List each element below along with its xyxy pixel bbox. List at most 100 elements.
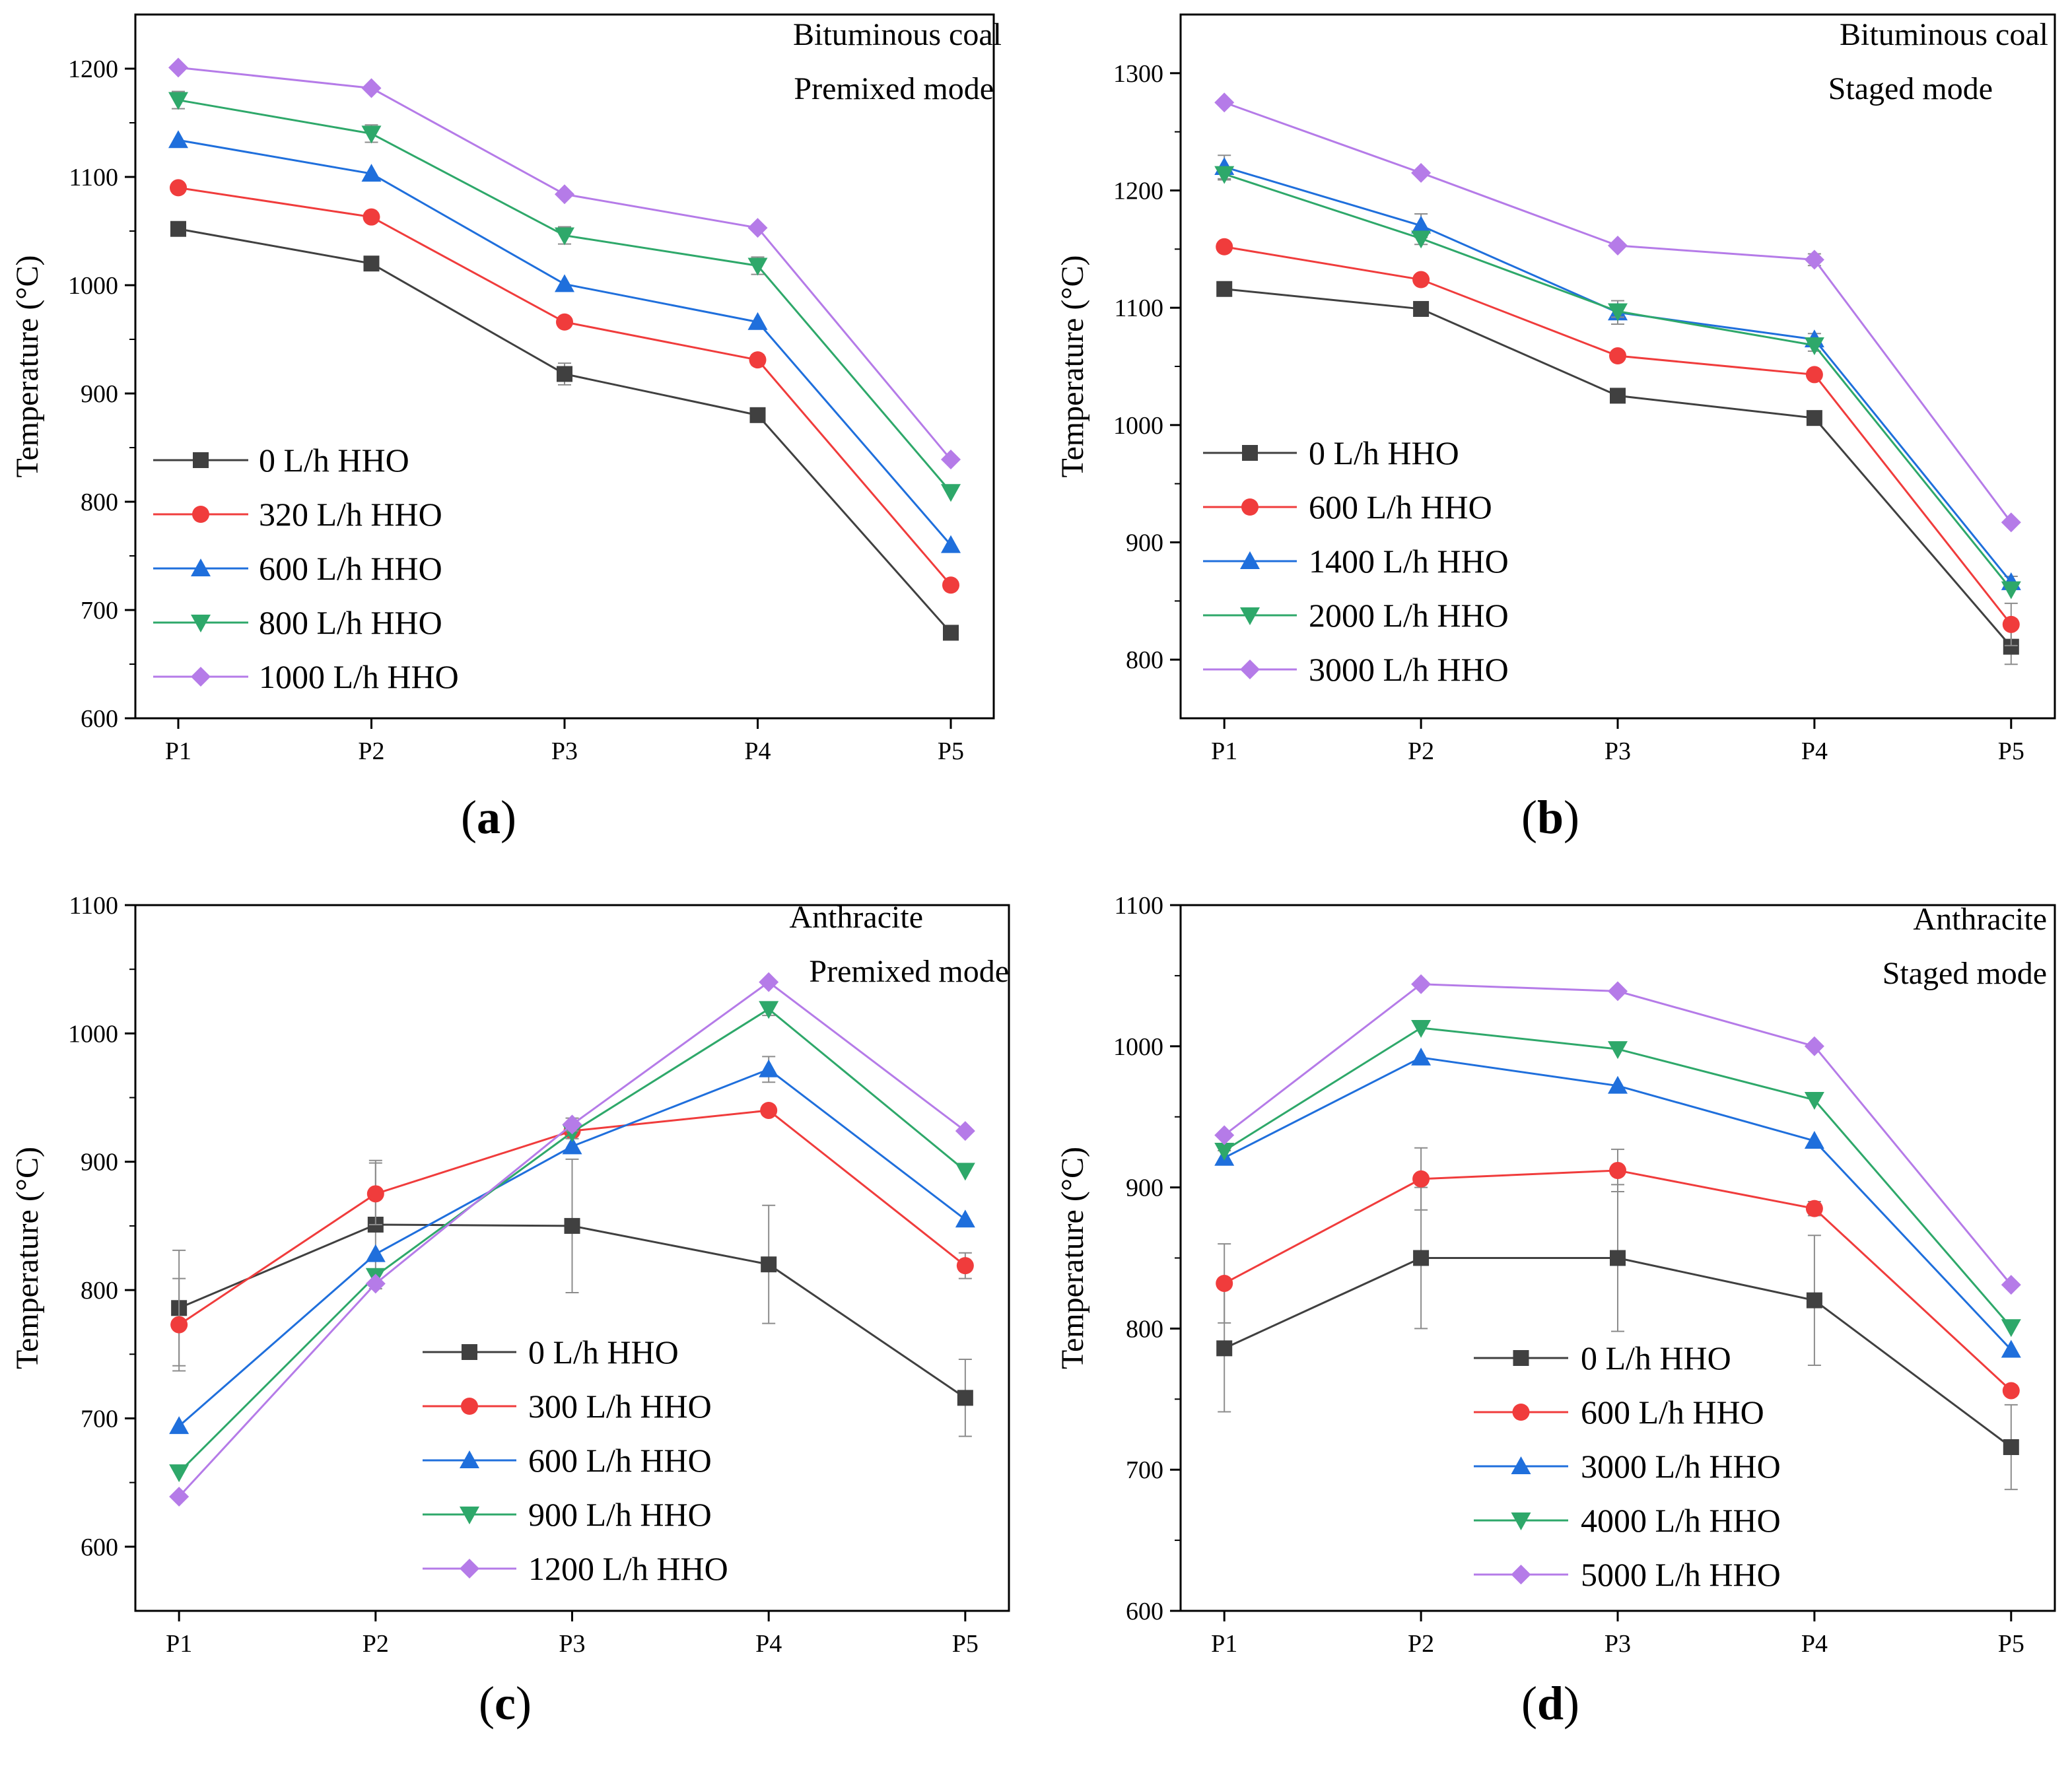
y-tick-label: 1000	[1113, 412, 1163, 440]
legend-label: 5000 L/h HHO	[1581, 1556, 1781, 1593]
data-point	[1411, 215, 1432, 234]
legend-label: 0 L/h HHO	[1309, 434, 1459, 471]
data-point	[361, 164, 382, 182]
series-3	[169, 1056, 975, 1435]
x-tick-label: P4	[1801, 1630, 1828, 1658]
marker-square	[462, 1344, 477, 1360]
legend-label: 3000 L/h HHO	[1581, 1448, 1781, 1485]
data-point	[556, 313, 573, 331]
legend-label: 0 L/h HHO	[259, 442, 409, 479]
data-point	[956, 1257, 974, 1275]
data-point	[1806, 410, 1822, 426]
panel-annotation: Staged mode	[1882, 956, 2047, 991]
series-3	[1214, 1047, 2021, 1358]
y-tick-label: 900	[1126, 1174, 1163, 1202]
data-point	[2001, 581, 2021, 599]
legend-label: 1200 L/h HHO	[528, 1550, 728, 1587]
data-point	[1806, 1292, 1822, 1308]
data-point	[747, 257, 768, 276]
marker-diamond	[1240, 660, 1260, 679]
series-1	[1216, 281, 2019, 665]
data-point	[2001, 1275, 2021, 1295]
data-point	[2002, 615, 2020, 633]
data-point	[941, 450, 961, 470]
data-point	[1609, 1161, 1626, 1179]
y-tick-label: 600	[81, 1534, 118, 1561]
legend-label: 3000 L/h HHO	[1309, 651, 1509, 688]
data-point	[557, 366, 572, 382]
y-tick-label: 1100	[1114, 294, 1163, 322]
chart-panel-b: 800 900 1000 1100 1200 1300 P1 P2 P3 P4 P5 Temperat…	[1055, 13, 2056, 844]
data-point	[562, 1136, 582, 1155]
y-tick-label: 1000	[1113, 1033, 1163, 1061]
legend-label: 600 L/h HHO	[259, 550, 442, 587]
legend-label: 900 L/h HHO	[528, 1496, 712, 1533]
data-point	[1805, 1200, 1823, 1217]
marker-triangle-down	[1511, 1512, 1531, 1530]
marker-square	[193, 452, 209, 468]
panel-annotation: Bituminous coal	[793, 17, 1002, 52]
legend-entry: 5000 L/h HHO	[1474, 1556, 1781, 1593]
data-point	[1411, 1047, 1432, 1066]
legend-entry: 3000 L/h HHO	[1203, 651, 1509, 688]
y-tick-label: 900	[1126, 529, 1163, 557]
data-point	[1216, 238, 1233, 255]
legend-label: 1400 L/h HHO	[1309, 543, 1509, 580]
series-5	[169, 972, 975, 1507]
chart-panel-a: 600 700 800 900 1000 1100 1200 P1 P2 P3 P4 P5 Temper…	[10, 13, 1002, 844]
y-tick-label: 1100	[69, 164, 118, 191]
data-point	[943, 625, 959, 641]
x-tick-label: P5	[1998, 1630, 2024, 1658]
legend-label: 1000 L/h HHO	[259, 658, 459, 695]
x-tick-label: P3	[559, 1630, 585, 1658]
marker-triangle-up	[460, 1450, 479, 1468]
data-point	[759, 972, 779, 992]
x-tick-label: P2	[358, 737, 384, 765]
data-point	[760, 1101, 778, 1119]
marker-triangle-up	[1511, 1456, 1531, 1474]
series-1	[1216, 1184, 2019, 1491]
marker-triangle-down	[191, 615, 211, 632]
data-point	[749, 351, 767, 369]
legend-entry: 600 L/h HHO	[1474, 1394, 1764, 1431]
panel-annotation: Anthracite	[789, 900, 923, 935]
data-point	[1412, 1170, 1430, 1188]
data-point	[169, 1416, 190, 1435]
legend-entry: 300 L/h HHO	[423, 1388, 712, 1425]
y-tick-label: 1000	[68, 1020, 118, 1048]
data-point	[1805, 366, 1823, 384]
x-tick-label: P3	[1605, 1630, 1631, 1658]
x-tick-label: P4	[744, 737, 771, 765]
data-point	[941, 535, 961, 553]
y-tick-label: 600	[1126, 1598, 1163, 1625]
data-point	[1411, 162, 1432, 183]
data-point	[955, 1163, 975, 1181]
data-point	[1214, 92, 1235, 113]
data-point	[361, 125, 382, 144]
x-tick-label: P3	[551, 737, 578, 765]
marker-circle	[1512, 1404, 1530, 1421]
data-point	[1610, 388, 1626, 404]
x-tick-label: P2	[1408, 1630, 1434, 1658]
data-point	[1608, 981, 1628, 1002]
data-point	[2001, 1340, 2021, 1358]
data-point	[564, 1217, 580, 1234]
data-point	[363, 208, 380, 226]
legend-entry: 600 L/h HHO	[153, 550, 442, 587]
data-point	[1411, 1020, 1432, 1038]
series-5	[168, 57, 961, 470]
legend-entry: 4000 L/h HHO	[1474, 1502, 1781, 1539]
x-tick-label: P1	[165, 737, 191, 765]
data-point	[941, 484, 961, 502]
data-point	[1608, 1041, 1628, 1060]
series-line	[178, 99, 952, 493]
series-4	[1214, 1020, 2021, 1338]
data-point	[1804, 337, 1824, 356]
chart-panel-c: 600 700 800 900 1000 1100 P1 P2 P3 P4 P5 Temperatur…	[10, 892, 1010, 1730]
data-point	[169, 1487, 190, 1507]
data-point	[168, 130, 188, 149]
series-5	[1214, 92, 2021, 533]
legend-entry: 1200 L/h HHO	[423, 1550, 728, 1587]
legend-entry: 2000 L/h HHO	[1203, 597, 1509, 634]
